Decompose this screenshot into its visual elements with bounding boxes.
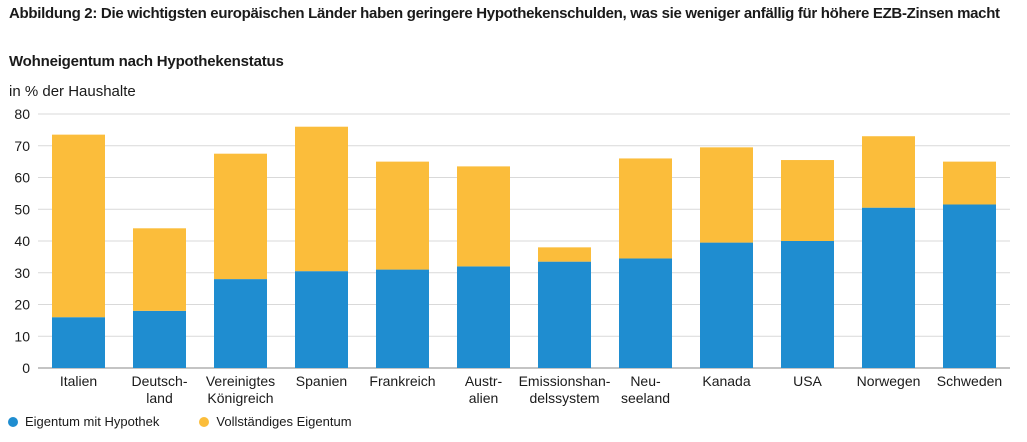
x-tick-label: Austr-alien xyxy=(465,373,503,406)
x-tick-label: USA xyxy=(793,373,822,389)
y-tick-label: 10 xyxy=(14,328,30,344)
legend-item-outright: Vollständiges Eigentum xyxy=(199,414,352,429)
y-tick-label: 70 xyxy=(14,138,30,154)
x-tick-label: Kanada xyxy=(702,373,750,389)
chart-subtitle: Wohneigentum nach Hypothekenstatus xyxy=(9,53,284,70)
y-tick-label: 30 xyxy=(14,265,30,281)
x-tick-label: Schweden xyxy=(937,373,1002,389)
bar-outright xyxy=(862,136,915,208)
legend-label-mortgage: Eigentum mit Hypothek xyxy=(25,414,160,429)
legend-label-outright: Vollständiges Eigentum xyxy=(216,414,352,429)
chart-title: Abbildung 2: Die wichtigsten europäische… xyxy=(9,5,1000,22)
legend-item-mortgage: Eigentum mit Hypothek xyxy=(8,414,159,429)
bar-mortgage xyxy=(295,271,348,368)
x-tick-label: Deutsch-land xyxy=(131,373,187,406)
bar-outright xyxy=(619,158,672,259)
bar-mortgage xyxy=(52,317,105,368)
bar-mortgage xyxy=(700,242,753,368)
bar-mortgage xyxy=(457,266,510,368)
y-tick-label: 40 xyxy=(14,233,30,249)
bar-outright xyxy=(133,228,186,311)
x-tick-label: Emissionshan-delssystem xyxy=(519,373,611,406)
bar-mortgage xyxy=(781,241,834,368)
bar-outright xyxy=(214,153,267,280)
bar-outright xyxy=(781,160,834,241)
y-tick-label: 60 xyxy=(14,170,30,186)
x-tick-label: Neu-seeland xyxy=(621,373,670,406)
bar-mortgage xyxy=(619,258,672,368)
bar-outright xyxy=(376,161,429,270)
x-tick-label: Spanien xyxy=(296,373,347,389)
bar-outright xyxy=(700,147,753,243)
y-tick-label: 20 xyxy=(14,297,30,313)
legend-swatch-outright xyxy=(199,416,210,427)
bar-outright xyxy=(457,166,510,267)
bar-mortgage xyxy=(133,310,186,368)
y-tick-label: 80 xyxy=(14,106,30,122)
bar-outright xyxy=(295,126,348,272)
x-tick-label: Norwegen xyxy=(857,373,921,389)
legend: Eigentum mit Hypothek Vollständiges Eige… xyxy=(8,414,352,429)
bar-outright xyxy=(943,161,996,205)
bar-mortgage xyxy=(862,207,915,368)
bar-mortgage xyxy=(943,204,996,368)
bar-mortgage xyxy=(538,261,591,368)
bar-outright xyxy=(52,134,105,318)
x-tick-label: Vereinigtes Königreich xyxy=(206,373,275,406)
legend-swatch-mortgage xyxy=(8,416,18,427)
bar-mortgage xyxy=(376,269,429,368)
x-tick-label: Frankreich xyxy=(369,373,435,389)
x-tick-label: Italien xyxy=(60,373,97,389)
bar-mortgage xyxy=(214,279,267,368)
bar-outright xyxy=(538,247,591,262)
y-axis-unit-label: in % der Haushalte xyxy=(9,83,136,100)
y-tick-label: 0 xyxy=(22,360,30,376)
y-tick-label: 50 xyxy=(14,201,30,217)
